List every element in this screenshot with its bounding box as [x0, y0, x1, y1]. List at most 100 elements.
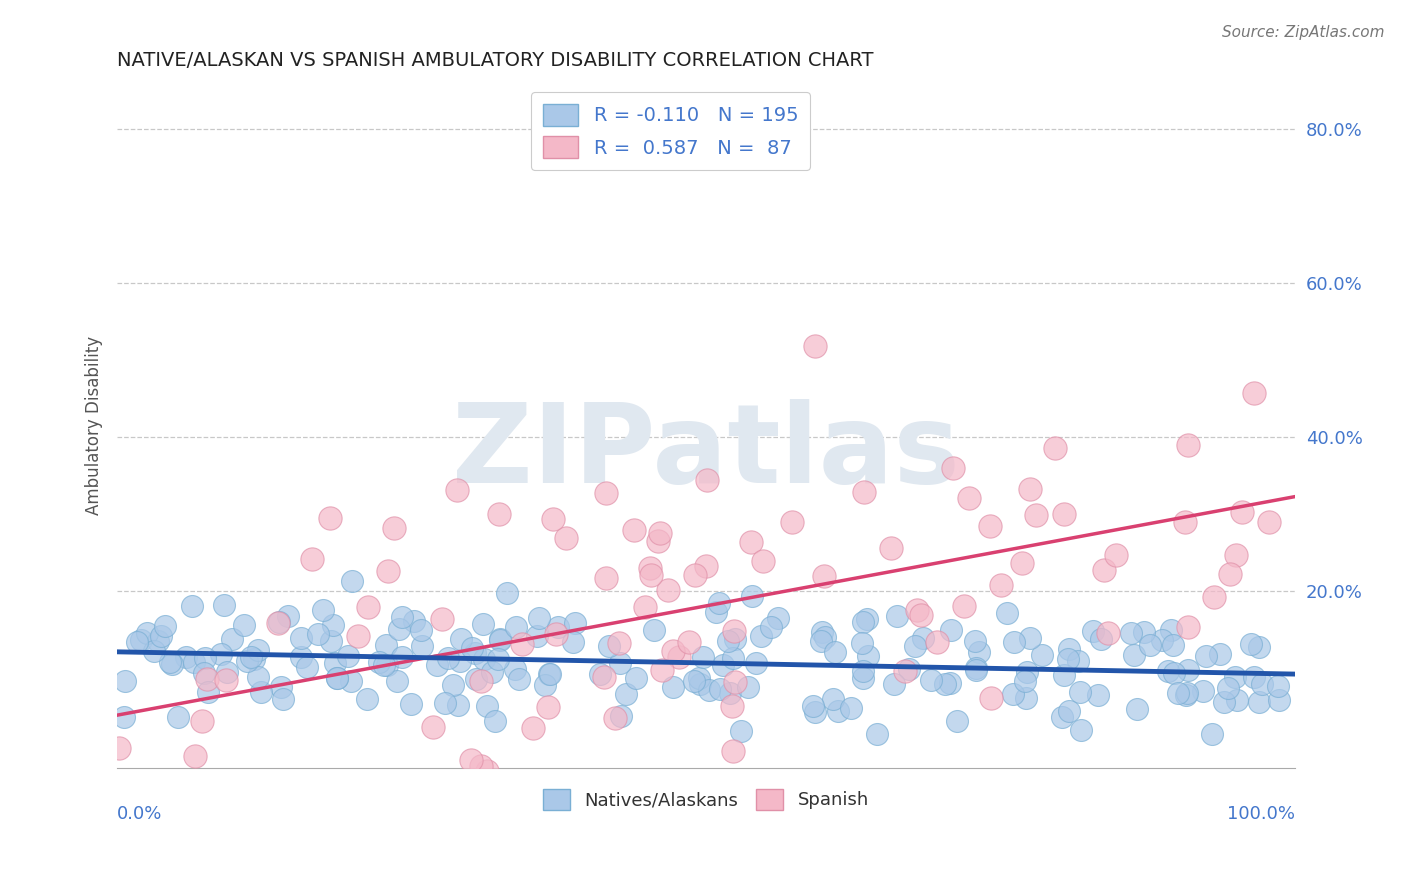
- Point: [374, 638, 396, 652]
- Point: [488, 507, 510, 521]
- Point: [554, 531, 576, 545]
- Point: [897, 663, 920, 677]
- Point: [385, 673, 408, 688]
- Point: [1249, 696, 1271, 710]
- Point: [347, 629, 370, 643]
- Point: [277, 609, 299, 624]
- Point: [322, 618, 344, 632]
- Point: [194, 651, 217, 665]
- Point: [470, 673, 492, 688]
- Point: [678, 635, 700, 649]
- Point: [920, 673, 942, 687]
- Point: [1105, 549, 1128, 563]
- Point: [589, 667, 612, 681]
- Point: [711, 658, 734, 673]
- Point: [1069, 685, 1091, 699]
- Point: [609, 656, 631, 670]
- Point: [643, 624, 665, 638]
- Point: [337, 649, 360, 664]
- Point: [598, 639, 620, 653]
- Point: [910, 607, 932, 622]
- Point: [662, 644, 685, 658]
- Point: [1025, 508, 1047, 523]
- Point: [411, 639, 433, 653]
- Point: [357, 599, 380, 614]
- Point: [464, 646, 486, 660]
- Point: [1175, 688, 1198, 702]
- Point: [1240, 637, 1263, 651]
- Point: [342, 574, 364, 588]
- Point: [271, 692, 294, 706]
- Point: [373, 657, 395, 672]
- Point: [1267, 679, 1289, 693]
- Point: [692, 649, 714, 664]
- Point: [472, 651, 495, 665]
- Point: [811, 624, 834, 639]
- Point: [191, 714, 214, 728]
- Point: [529, 611, 551, 625]
- Point: [465, 673, 488, 687]
- Point: [723, 624, 745, 638]
- Point: [1243, 670, 1265, 684]
- Point: [1053, 668, 1076, 682]
- Point: [810, 634, 832, 648]
- Point: [1019, 632, 1042, 646]
- Point: [638, 561, 661, 575]
- Point: [821, 691, 844, 706]
- Point: [193, 666, 215, 681]
- Point: [477, 699, 499, 714]
- Point: [169, 817, 191, 831]
- Point: [377, 564, 399, 578]
- Point: [391, 609, 413, 624]
- Point: [1097, 625, 1119, 640]
- Point: [905, 603, 928, 617]
- Point: [450, 632, 472, 646]
- Point: [260, 821, 283, 835]
- Point: [852, 664, 875, 678]
- Point: [1092, 563, 1115, 577]
- Point: [938, 676, 960, 690]
- Point: [880, 541, 903, 556]
- Point: [1225, 548, 1247, 562]
- Point: [1258, 515, 1281, 529]
- Point: [301, 552, 323, 566]
- Point: [946, 714, 969, 729]
- Point: [1232, 505, 1254, 519]
- Point: [662, 680, 685, 694]
- Point: [489, 632, 512, 647]
- Point: [1152, 633, 1174, 648]
- Point: [131, 632, 153, 647]
- Point: [375, 658, 398, 673]
- Y-axis label: Ambulatory Disability: Ambulatory Disability: [86, 335, 103, 515]
- Point: [1243, 386, 1265, 401]
- Point: [640, 568, 662, 582]
- Point: [623, 523, 645, 537]
- Point: [311, 603, 333, 617]
- Point: [883, 677, 905, 691]
- Point: [1177, 663, 1199, 677]
- Point: [544, 627, 567, 641]
- Point: [1223, 670, 1246, 684]
- Point: [160, 657, 183, 671]
- Point: [1177, 438, 1199, 452]
- Point: [247, 643, 270, 657]
- Point: [402, 614, 425, 628]
- Point: [215, 673, 238, 687]
- Point: [295, 660, 318, 674]
- Point: [489, 633, 512, 648]
- Point: [965, 663, 987, 677]
- Text: NATIVE/ALASKAN VS SPANISH AMBULATORY DISABILITY CORRELATION CHART: NATIVE/ALASKAN VS SPANISH AMBULATORY DIS…: [117, 51, 873, 70]
- Point: [688, 671, 710, 685]
- Point: [1175, 686, 1198, 700]
- Point: [1070, 723, 1092, 737]
- Point: [766, 610, 789, 624]
- Point: [1132, 624, 1154, 639]
- Point: [447, 698, 470, 712]
- Point: [508, 673, 530, 687]
- Point: [827, 704, 849, 718]
- Point: [1174, 516, 1197, 530]
- Point: [697, 682, 720, 697]
- Point: [851, 636, 873, 650]
- Point: [382, 521, 405, 535]
- Point: [741, 590, 763, 604]
